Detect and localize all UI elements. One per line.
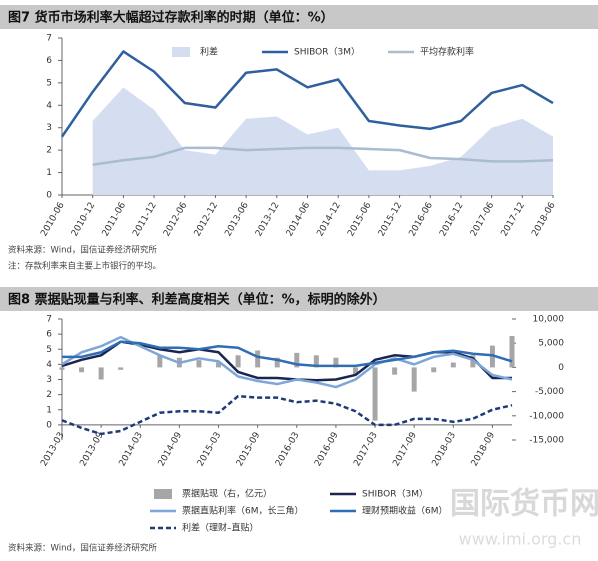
y-tick-label: 1 [46,168,52,178]
y-tick-label: 0 [46,191,52,201]
legend-label: 票据贴现（右，亿元） [182,488,272,500]
area [92,87,553,195]
bar [235,355,241,368]
line [61,335,513,389]
legend-label: 票据直贴利率（6M，长三角） [182,505,304,517]
legend-label: 平均存款利率 [420,46,474,58]
bar [352,367,358,375]
y-tick-label: 5 [46,345,52,355]
line [92,146,554,166]
bar [118,367,124,370]
line [61,394,513,436]
bar [196,360,202,368]
line [60,50,554,138]
y-tick-label: 2 [46,390,52,400]
watermark: 国际货币网 [450,487,598,522]
header-bar [0,287,598,311]
y-tick-label: 3 [46,375,52,385]
chart-title: 图8 票据贴现量与利率、利差高度相关（单位：%，标明的除外） [8,292,386,308]
y-tick-label: 1 [46,405,52,415]
bar [411,367,417,392]
legend-swatch [154,489,172,499]
y-tick-label: 6 [46,330,52,340]
bar [274,357,280,368]
y-tick-label: 2 [46,146,52,156]
line [62,340,513,368]
legend-label: SHIBOR（3M） [362,489,428,500]
bar [79,367,85,373]
y-tick-label: 3 [46,123,52,133]
watermark-url: www.imi.org.cn [459,530,582,549]
legend-label: 利差（理财–直贴） [182,522,259,534]
y-tick-label: 4 [46,360,52,370]
bar [450,362,456,368]
bar [216,362,222,368]
bar [294,352,300,368]
y-tick-label: 4 [46,101,52,111]
bar [255,350,261,368]
bar [59,367,65,370]
y2-tick-label: -15,000 [529,436,564,446]
bar [157,355,163,368]
legend-label: 理财预期收益（6M） [362,505,448,517]
legend-swatch [172,47,190,57]
y2-tick-label: 10,000 [533,315,565,325]
bar [333,357,339,368]
legend-label: SHIBOR（3M） [294,47,360,58]
bar [431,367,437,373]
y-tick-label: 5 [46,78,52,88]
bar [392,367,398,375]
legend-label: 利差 [200,46,218,58]
y2-tick-label: 0 [558,363,564,373]
y2-tick-label: 5,000 [538,339,564,349]
header-bar [0,5,598,29]
bar [372,367,378,421]
y-tick-label: 7 [46,34,52,44]
note: 注：存款利率来自主要上市银行的平均。 [8,261,161,272]
note: 资料来源：Wind，国信证券经济研究所 [8,543,157,554]
y-tick-label: 7 [46,315,52,325]
y2-tick-label: -5,000 [535,387,564,397]
bar [509,335,515,368]
bar [98,367,104,380]
y-tick-label: 0 [46,420,52,430]
note: 资料来源：Wind，国信证券经济研究所 [8,245,157,256]
y2-tick-label: -10,000 [529,411,564,421]
y-tick-label: 6 [46,56,52,66]
bar [313,355,319,368]
chart-title: 图7 货币市场利率大幅超过存款利率的时期（单位：%） [8,10,334,26]
